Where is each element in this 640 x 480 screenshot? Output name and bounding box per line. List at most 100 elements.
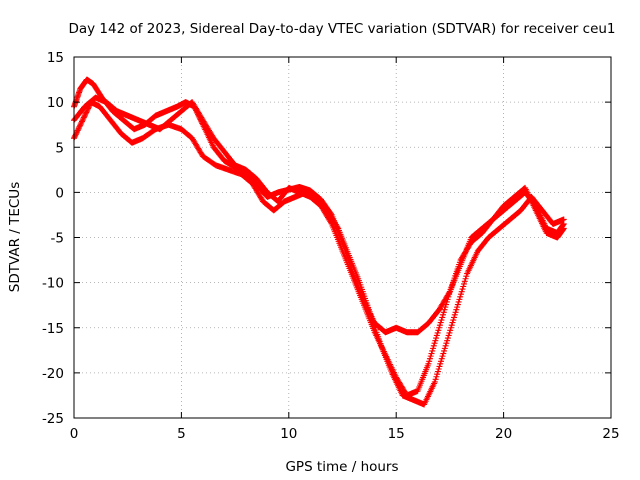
data-point-fill [436, 322, 443, 329]
data-point-fill [443, 301, 450, 308]
data-point-fill [437, 319, 444, 326]
chart-title: Day 142 of 2023, Sidereal Day-to-day VTE… [68, 21, 615, 37]
y-tick-label: 0 [55, 185, 64, 201]
data-point-fill [434, 371, 441, 378]
data-point-fill [444, 296, 451, 303]
data-point-fill [71, 133, 78, 140]
data-point-fill [80, 114, 87, 121]
data-point [560, 220, 567, 227]
data-point-fill [445, 293, 452, 300]
data-point-fill [446, 329, 453, 336]
x-tick-label: 20 [495, 426, 512, 442]
data-point-fill [72, 132, 79, 139]
data-point-fill [447, 327, 454, 334]
y-tick-label: -15 [42, 321, 64, 337]
data-point-fill [334, 224, 341, 231]
data-point-fill [78, 119, 85, 126]
series-track-2 [71, 99, 567, 408]
y-tick-label: -5 [51, 231, 64, 247]
data-point-fill [77, 121, 84, 128]
data-point-fill [327, 219, 334, 226]
series-track-3 [71, 94, 567, 399]
data-point-fill [441, 345, 448, 352]
data-point-fill [440, 309, 447, 316]
data-point-fill [434, 368, 441, 375]
x-tick-label: 10 [280, 426, 297, 442]
y-tick-label: -25 [42, 411, 64, 427]
x-axis-label: GPS time / hours [285, 459, 398, 475]
data-point [79, 117, 86, 124]
data-point-fill [74, 127, 81, 134]
data-point-fill [445, 332, 452, 339]
data-points [71, 76, 567, 408]
data-point-fill [81, 113, 88, 120]
data-point-fill [440, 350, 447, 357]
data-point-fill [450, 317, 457, 324]
data-point-fill [432, 337, 439, 344]
data-point-fill [451, 311, 458, 318]
data-point-fill [438, 317, 445, 324]
data-point-fill [429, 347, 436, 354]
data-point-fill [439, 353, 446, 360]
data-point-fill [454, 301, 461, 308]
data-point-fill [434, 329, 441, 336]
data-point-fill [444, 335, 451, 342]
axis-ticks: 0 5 10 15 20 25 -25 -20 -15 -10 -5 0 5 10 15 [42, 50, 620, 442]
data-point-fill [433, 335, 440, 342]
data-point-fill [438, 358, 445, 365]
data-point-fill [447, 324, 454, 331]
data-point-fill [75, 126, 82, 133]
data-point-fill [449, 319, 456, 326]
data-point [442, 342, 449, 349]
y-tick-label: 5 [55, 140, 64, 156]
data-point-fill [80, 115, 87, 122]
data-point-fill [433, 373, 440, 380]
data-point-fill [82, 112, 89, 119]
data-point-fill [435, 366, 442, 373]
data-point-fill [427, 353, 434, 360]
data-point-fill [78, 118, 85, 125]
data-point-fill [441, 347, 448, 354]
y-tick-label: -20 [42, 366, 64, 382]
data-point-fill [451, 314, 458, 321]
data-point-fill [459, 286, 466, 293]
data-point-fill [446, 291, 453, 298]
data-point-fill [83, 108, 90, 115]
data-point-fill [443, 298, 450, 305]
data-point-fill [433, 332, 440, 339]
data-point-fill [458, 288, 465, 295]
data-point-fill [454, 304, 461, 311]
x-tick-label: 25 [602, 426, 619, 442]
data-point-fill [461, 278, 468, 285]
data-point-fill [441, 306, 448, 313]
data-point-fill [83, 109, 90, 116]
data-point-fill [455, 298, 462, 305]
y-tick-label: 15 [47, 50, 64, 66]
data-point-fill [462, 275, 469, 282]
data-point-fill [452, 309, 459, 316]
data-point-fill [430, 345, 437, 352]
data-point [431, 378, 438, 385]
data-point-fill [435, 327, 442, 334]
data-point-fill [430, 342, 437, 349]
data-point [436, 324, 443, 331]
x-tick-label: 15 [388, 426, 405, 442]
data-point-fill [439, 311, 446, 318]
data-point-fill [432, 376, 439, 383]
y-tick-label: -10 [42, 276, 64, 292]
data-point [425, 360, 432, 367]
data-point-fill [77, 122, 84, 129]
data-point-fill [457, 293, 464, 300]
data-point [453, 306, 460, 313]
data-point-fill [431, 340, 438, 347]
y-axis-label: SDTVAR / TECUs [7, 182, 23, 292]
data-point-fill [448, 322, 455, 329]
data-point-fill [438, 355, 445, 362]
data-point-fill [84, 106, 91, 113]
data-point-fill [456, 296, 463, 303]
data-point-fill [444, 337, 451, 344]
data-point-fill [460, 283, 467, 290]
data-point-fill [461, 280, 468, 287]
